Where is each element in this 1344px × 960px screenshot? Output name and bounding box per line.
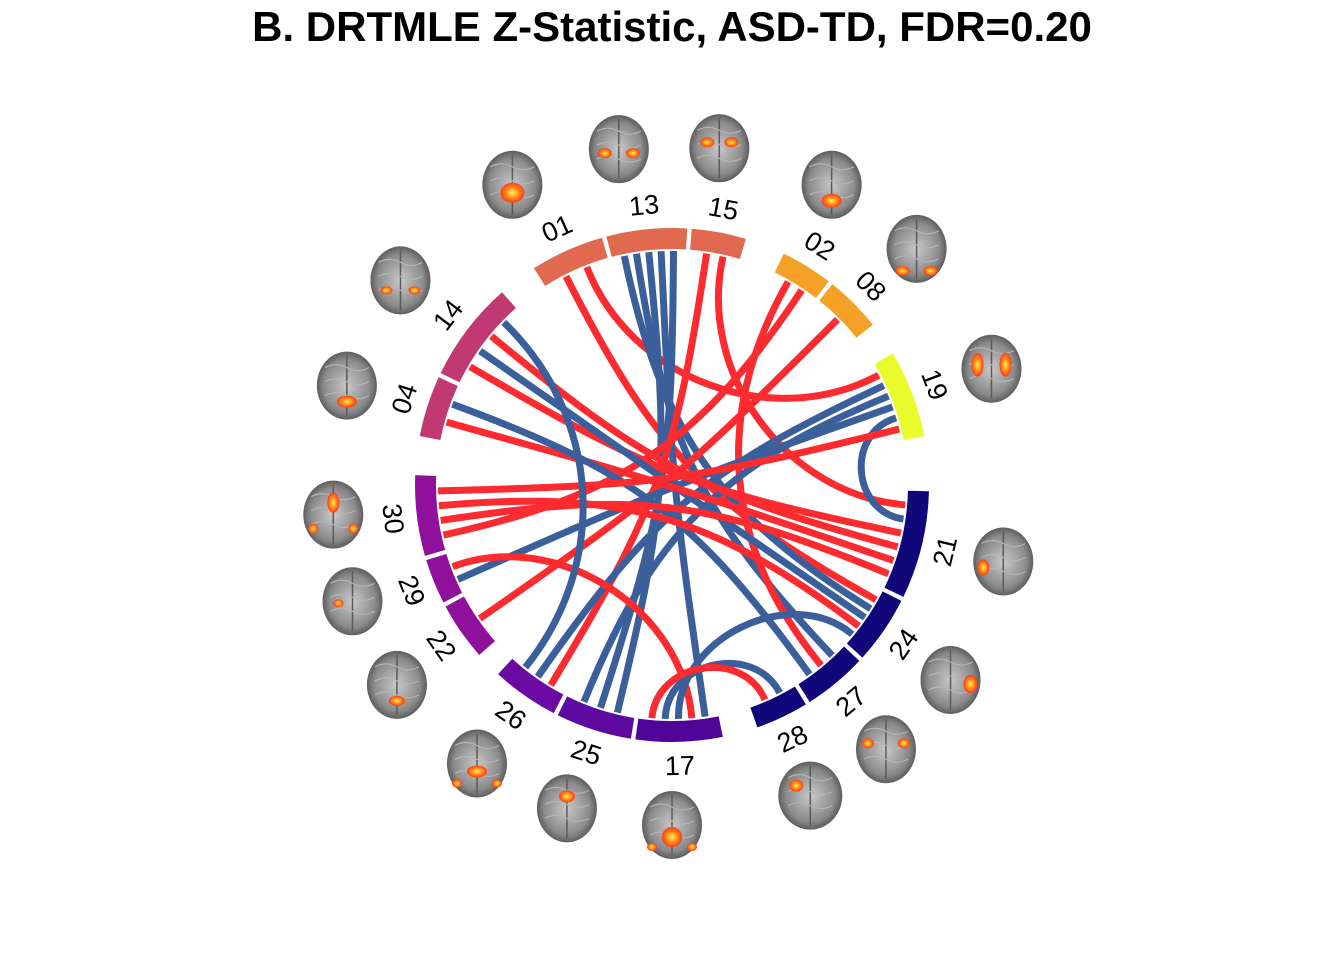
link-26-14 [501,319,587,670]
sector-21 [884,490,929,597]
sector-label-08: 08 [849,265,891,307]
brain-coronal-icon [961,334,1022,403]
sector-label-28: 28 [773,719,813,759]
sector-17 [635,716,723,742]
sector-01 [533,237,608,286]
brain-axial-icon [642,791,702,859]
sector-label-24: 24 [883,623,925,665]
sector-label-13: 13 [628,189,661,222]
sector-02 [774,253,829,299]
brain-coronal-icon [536,774,597,843]
sector-label-15: 15 [706,191,741,226]
link-19-21 [857,414,905,523]
brain-axial-icon [689,114,750,183]
sector-04 [419,377,458,440]
sector-label-04: 04 [386,380,424,418]
link-01-19 [583,265,881,402]
sector-29 [426,553,463,603]
sectors-layer [415,228,929,742]
brain-axial-icon [446,729,507,798]
sector-22 [445,596,495,655]
sector-14 [440,292,516,383]
link-28-17 [648,664,769,719]
link-04-21 [445,418,895,564]
brain-sagittal-icon [778,761,843,830]
sector-15 [690,228,746,259]
sector-13 [606,228,688,257]
link-30-24 [438,497,861,629]
link-13-24 [620,255,873,612]
sector-label-21: 21 [927,533,963,569]
brain-axial-icon [973,527,1034,596]
sector-label-29: 29 [392,571,431,610]
sector-label-27: 27 [830,680,872,722]
sector-label-14: 14 [427,294,469,336]
sector-label-26: 26 [490,694,532,736]
sector-label-22: 22 [420,624,462,666]
brain-axial-icon [588,115,649,184]
sector-label-02: 02 [799,225,840,266]
link-30-21 [440,500,890,578]
link-17-24 [675,611,855,720]
brain-axial-icon [920,646,981,715]
brain-axial-icon [482,150,543,219]
sector-label-01: 01 [537,209,577,249]
sector-28 [750,686,806,728]
link-02-27 [735,280,824,668]
link-30-19 [437,425,901,495]
brain-icons-layer [303,114,1034,859]
sector-24 [846,591,902,658]
brain-coronal-icon [886,214,947,283]
sector-label-19: 19 [915,365,954,404]
brain-coronal-icon [370,246,431,315]
brain-axial-icon [322,567,383,636]
link-19-26 [534,382,886,679]
sector-26 [498,658,564,714]
chart-title: B. DRTMLE Z-Statistic, ASD-TD, FDR=0.20 [252,3,1092,50]
sector-08 [819,284,873,338]
sector-30 [415,475,446,556]
brain-coronal-icon [366,650,427,719]
sector-19 [874,353,925,440]
sector-label-25: 25 [567,734,605,772]
sector-label-30: 30 [376,502,409,535]
sector-label-17: 17 [664,750,695,781]
sector-25 [557,696,635,739]
brain-coronal-icon [316,351,377,420]
link-15-21 [715,255,906,509]
brain-coronal-icon [303,480,364,549]
links-layer [437,250,906,720]
brain-axial-icon [801,150,862,219]
brain-axial-icon [855,715,916,784]
sector-27 [798,646,860,702]
